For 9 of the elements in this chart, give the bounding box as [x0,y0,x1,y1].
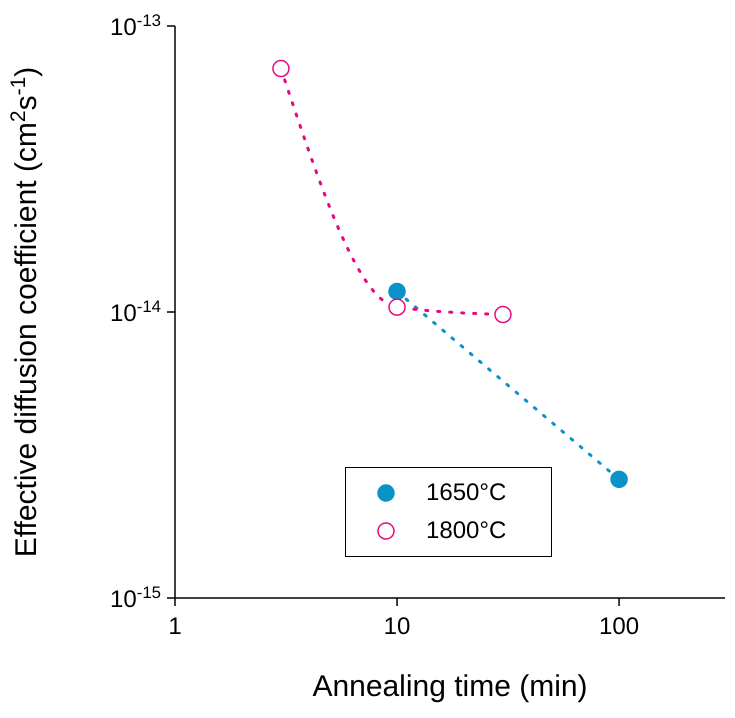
x-tick-label: 10 [384,613,410,640]
legend-label: 1650°C [426,479,506,507]
y-tick-label: 10$^{-14}$ [110,296,161,327]
x-tick-label: 1 [168,613,182,640]
x-tick-label: 100 [599,613,640,640]
y-tick-label: 10$^{-13}$ [110,10,161,41]
y-tick-label: 10$^{-15}$ [110,582,161,613]
legend-label: 1800°C [426,517,506,545]
x-axis-title: Annealing time (min) [312,670,588,703]
